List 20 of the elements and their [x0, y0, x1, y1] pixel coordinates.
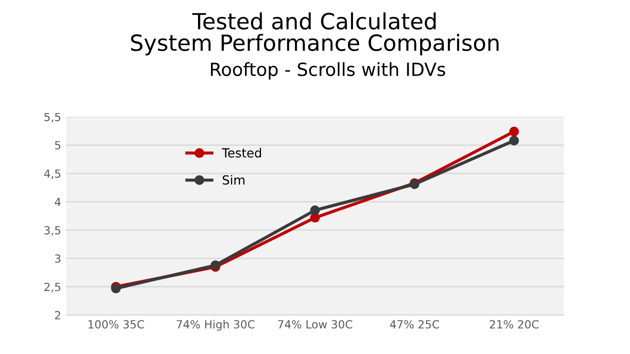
- x-tick-label: 74% Low 30C: [278, 320, 352, 329]
- x-tick-label: 100% 35C: [88, 320, 144, 329]
- x-tick-label: 21% 20C: [490, 320, 539, 329]
- legend-label: Tested: [222, 148, 261, 158]
- legend-label: Sim: [222, 174, 244, 185]
- y-tick-label: 3,5: [44, 226, 60, 236]
- y-tick-label: 2,5: [44, 282, 60, 292]
- point: [509, 126, 519, 136]
- y-tick-label: 4,5: [44, 170, 60, 179]
- chart-title: Tested and Calculated System Performance Comparison: [131, 12, 499, 56]
- chart-subtitle: Rooftop - Scrolls with IDVs: [210, 62, 446, 80]
- x-tick-label: 74% High 30C: [176, 320, 254, 331]
- y-tick-label: 5: [55, 141, 60, 150]
- x-tick-label: 47% 25C: [390, 320, 439, 329]
- point: [509, 136, 519, 146]
- point: [310, 205, 320, 216]
- y-tick-label: 3: [55, 254, 60, 263]
- y-tick-label: 5,5: [44, 112, 60, 122]
- y-tick-label: 2: [55, 311, 60, 320]
- y-tick-label: 4: [54, 198, 61, 206]
